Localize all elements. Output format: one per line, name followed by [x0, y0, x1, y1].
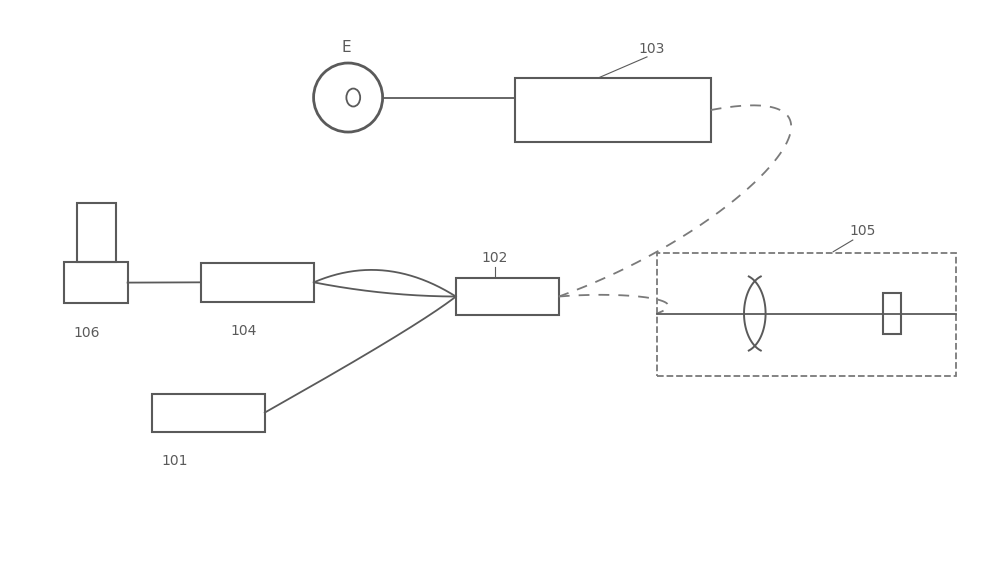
Bar [515, 78, 711, 142]
Text: 101: 101 [162, 454, 188, 468]
Bar [201, 263, 314, 302]
Bar [657, 253, 956, 376]
Text: E: E [342, 40, 351, 55]
Bar [883, 293, 901, 335]
Text: 103: 103 [639, 42, 665, 56]
Bar [152, 394, 265, 432]
Bar [456, 278, 559, 315]
Bar [77, 203, 116, 262]
Text: 105: 105 [849, 224, 876, 239]
Text: 104: 104 [230, 324, 257, 338]
Text: 102: 102 [482, 250, 508, 265]
Bar [64, 262, 128, 303]
Text: 106: 106 [74, 325, 100, 340]
